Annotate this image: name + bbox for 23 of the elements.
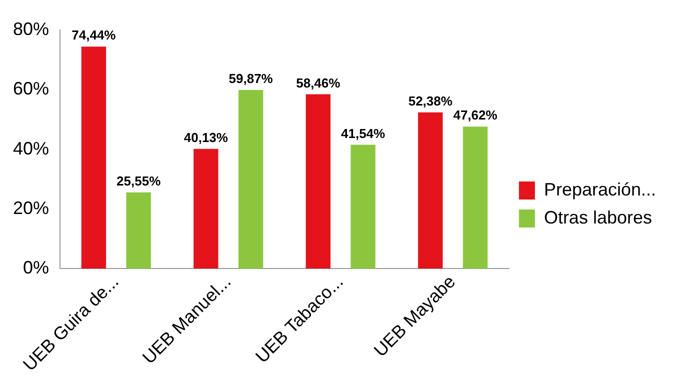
bar [81,46,106,269]
y-tick-label: 40% [12,138,50,158]
bar [238,90,264,269]
y-tick-label: 60% [12,78,50,99]
bar [126,192,151,269]
data-label: 47,62% [453,108,498,123]
data-label: 25,55% [116,173,162,188]
bar [306,94,330,269]
bar [350,144,376,269]
legend-label: Preparación... [544,179,656,200]
data-label: 59,87% [228,71,274,86]
bar [462,126,488,269]
data-label: 52,38% [408,93,453,108]
legend-label: Otras labores [544,207,652,228]
y-tick-label: 0% [23,258,50,278]
data-label: 40,13% [184,130,228,145]
y-tick-label: 80% [12,18,50,39]
y-tick-label: 20% [12,198,50,218]
data-label: 58,46% [296,75,341,90]
data-label: 74,44% [72,28,116,43]
data-label: 41,54% [340,126,386,141]
bar [194,148,218,269]
bar [418,112,443,269]
